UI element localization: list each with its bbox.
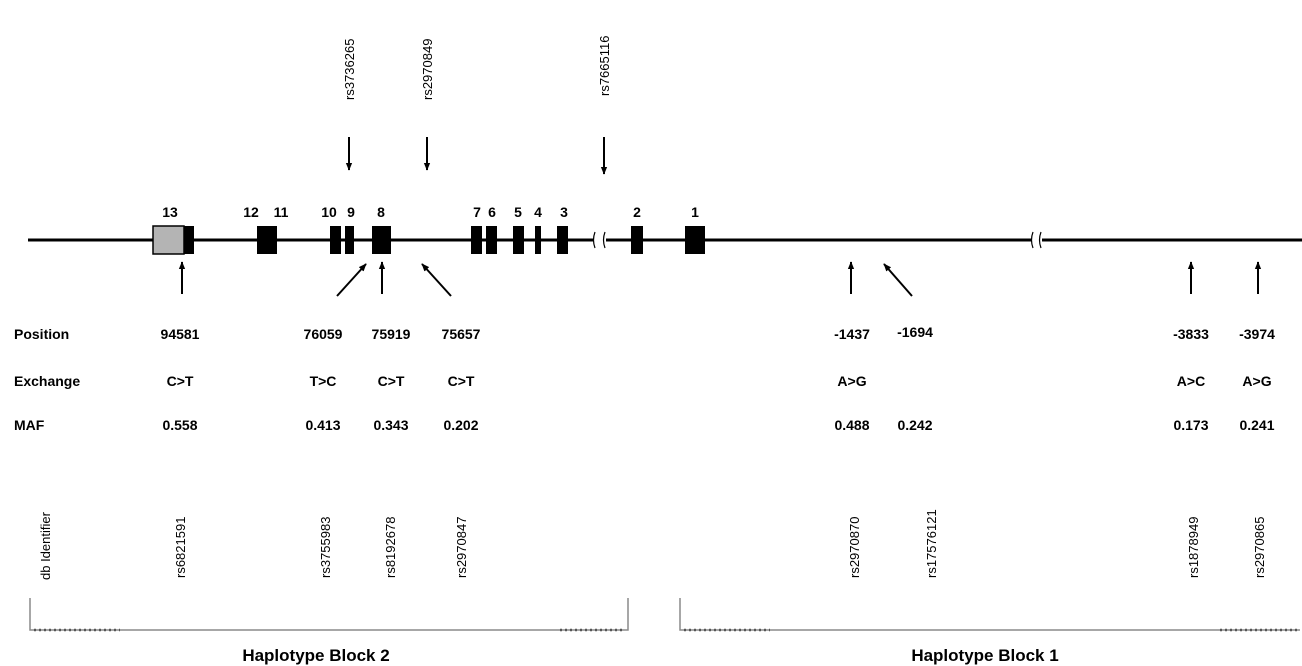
exon-number-labels: 13 12 11 10 9 8 7 6 5 4 3 2 1 <box>162 204 699 220</box>
haplotype-block-2-label: Haplotype Block 2 <box>242 646 389 665</box>
snp-position: -1437 <box>834 326 870 342</box>
row-label-db-identifier: db Identifier <box>38 511 53 580</box>
exon-label: 11 <box>274 204 289 220</box>
snp-exchange: A>G <box>837 373 866 389</box>
snp-position: -3833 <box>1173 326 1209 342</box>
exons <box>152 225 705 255</box>
snp-db-id: rs2970870 <box>847 517 862 578</box>
exon-13-utr <box>152 225 185 255</box>
break-mark-2 <box>1030 231 1042 249</box>
exon-6 <box>486 226 497 254</box>
snp-exchange: A>G <box>1242 373 1271 389</box>
top-snp-label: rs7665116 <box>597 36 612 96</box>
exon-label: 1 <box>691 204 699 220</box>
exon-label: 8 <box>377 204 385 220</box>
exon-label: 6 <box>488 204 496 220</box>
exchange-row: C>T T>C C>T C>T A>G A>C A>G <box>167 373 1272 389</box>
up-arrow <box>336 263 367 297</box>
row-labels: Position Exchange MAF <box>14 326 80 433</box>
exon-10 <box>330 226 341 254</box>
exon-label: 3 <box>560 204 568 220</box>
snp-db-id: rs8192678 <box>383 517 398 578</box>
exon-2 <box>631 226 643 254</box>
top-arrows <box>345 137 608 175</box>
snp-exchange: C>T <box>378 373 405 389</box>
exon-label: 9 <box>347 204 355 220</box>
exon-8 <box>372 226 391 254</box>
exon-9 <box>345 226 354 254</box>
exon-4 <box>535 226 541 254</box>
row-label-position: Position <box>14 326 69 342</box>
snp-db-id: rs2970847 <box>454 517 469 578</box>
snp-maf: 0.413 <box>305 417 340 433</box>
top-snps: rs3736265 rs2970849 rs7665116 <box>342 36 612 100</box>
snp-maf: 0.241 <box>1239 417 1274 433</box>
exon-label: 10 <box>321 204 337 220</box>
row-label-maf: MAF <box>14 417 45 433</box>
snp-maf: 0.202 <box>443 417 478 433</box>
exon-12-11 <box>257 226 277 254</box>
snp-db-id: rs3755983 <box>318 517 333 578</box>
snp-exchange: C>T <box>448 373 475 389</box>
db-identifier-row: rs6821591 rs3755983 rs8192678 rs2970847 … <box>173 509 1267 578</box>
row-label-exchange: Exchange <box>14 373 80 389</box>
bottom-arrows <box>178 261 1262 297</box>
snp-position: -1694 <box>897 324 933 340</box>
exon-label: 2 <box>633 204 641 220</box>
top-snp-label: rs2970849 <box>420 39 435 100</box>
exon-label: 13 <box>162 204 178 220</box>
snp-db-id: rs1878949 <box>1186 517 1201 578</box>
snp-maf: 0.173 <box>1173 417 1208 433</box>
exon-label: 4 <box>534 204 542 220</box>
snp-maf: 0.558 <box>162 417 197 433</box>
exon-label: 5 <box>514 204 522 220</box>
gene-backbone <box>28 231 1302 249</box>
snp-position: 75919 <box>372 326 411 342</box>
snp-position: 75657 <box>442 326 481 342</box>
up-arrow <box>421 263 452 297</box>
snp-maf: 0.488 <box>834 417 869 433</box>
bracket-block-2 <box>29 598 629 631</box>
exon-7 <box>471 226 482 254</box>
up-arrow <box>883 263 913 297</box>
snp-position: -3974 <box>1239 326 1275 342</box>
exon-5 <box>513 226 524 254</box>
exon-label: 7 <box>473 204 481 220</box>
snp-db-id: rs6821591 <box>173 517 188 578</box>
snp-db-id: rs17576121 <box>924 509 939 578</box>
snp-maf: 0.343 <box>373 417 408 433</box>
top-snp-label: rs3736265 <box>342 39 357 100</box>
snp-exchange: C>T <box>167 373 194 389</box>
haplotype-block-labels: Haplotype Block 2 Haplotype Block 1 <box>242 646 1058 665</box>
snp-position: 94581 <box>161 326 200 342</box>
exon-label: 12 <box>243 204 259 220</box>
break-mark-1 <box>592 231 606 249</box>
position-row: 94581 76059 75919 75657 -1437 -1694 -383… <box>161 324 1276 342</box>
haplotype-brackets <box>29 598 1300 631</box>
snp-exchange: A>C <box>1177 373 1205 389</box>
maf-row: 0.558 0.413 0.343 0.202 0.488 0.242 0.17… <box>162 417 1274 433</box>
exon-3 <box>557 226 568 254</box>
snp-maf: 0.242 <box>897 417 932 433</box>
haplotype-block-1-label: Haplotype Block 1 <box>911 646 1058 665</box>
bracket-block-1 <box>679 598 1300 631</box>
snp-exchange: T>C <box>310 373 337 389</box>
exon-13 <box>184 226 194 254</box>
exon-1 <box>685 226 705 254</box>
snp-position: 76059 <box>304 326 343 342</box>
snp-db-id: rs2970865 <box>1252 517 1267 578</box>
